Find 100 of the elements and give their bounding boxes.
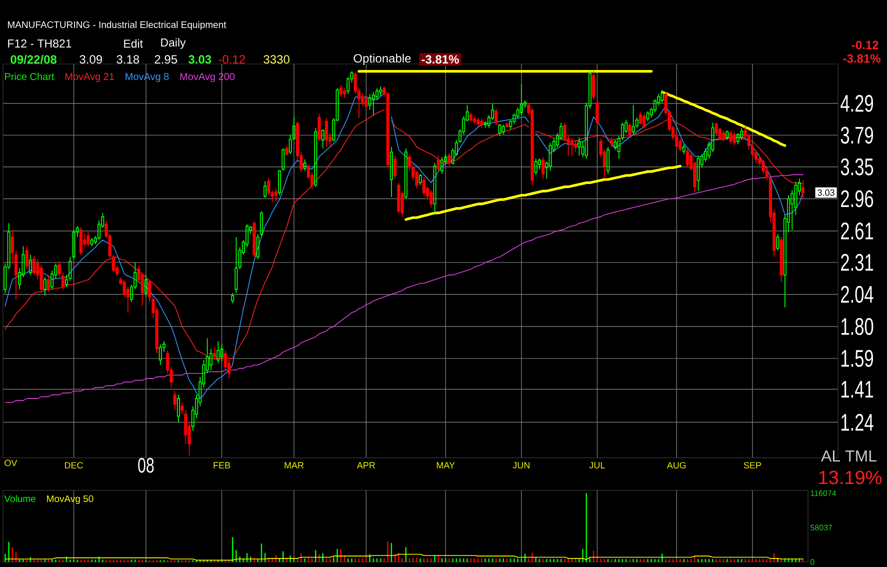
- x-tick-label: FEB: [214, 462, 230, 468]
- text: -3.81%: [422, 55, 459, 64]
- y-tick-label: 2.61: [841, 222, 873, 240]
- candlestick: [498, 123, 502, 136]
- text: -0.12: [218, 55, 245, 64]
- x-tick-label: SEP: [744, 462, 761, 468]
- x-tick-label: DEC: [65, 462, 83, 468]
- candlestick: [314, 127, 318, 188]
- x-tick-label: APR: [356, 462, 376, 468]
- x-tick-label: AUG: [666, 462, 686, 468]
- candlestick: [418, 173, 422, 186]
- y-tick-label: 2.96: [841, 190, 874, 208]
- candlestick: [43, 276, 46, 296]
- text: MovAvg 8: [126, 73, 169, 82]
- x-tick-label: 08: [138, 458, 154, 473]
- candlestick: [758, 155, 762, 167]
- y-tick-label: 1.41: [842, 381, 873, 398]
- y-tick-label: 2.31: [841, 254, 873, 271]
- text: 3.03: [818, 189, 834, 196]
- x-tick-label: MAY: [436, 462, 455, 468]
- text: -0.12: [852, 40, 878, 50]
- text: Price Chart: [5, 72, 54, 80]
- candlestick: [173, 390, 176, 411]
- x-tick-label: JUN: [512, 462, 530, 468]
- text: 13.19%: [819, 470, 882, 484]
- candlestick: [436, 155, 440, 172]
- candlestick: [140, 272, 144, 306]
- annotation: Optionable: [354, 54, 411, 65]
- text: MovAvg 21: [65, 73, 114, 82]
- y-tick-label: 1.80: [842, 318, 874, 336]
- y-tick-label: 4.29: [840, 94, 874, 112]
- candlestick: [776, 234, 780, 251]
- text: Daily: [161, 38, 186, 49]
- y-tick-label: 1.24: [842, 414, 874, 431]
- text: -3.81%: [843, 54, 880, 63]
- candlestick: [404, 148, 408, 200]
- candlestick: [342, 88, 346, 98]
- candlestick: [372, 92, 375, 116]
- candlestick: [606, 146, 610, 174]
- candlestick: [158, 344, 162, 366]
- candlestick: [386, 92, 390, 168]
- text: AL TML: [821, 450, 876, 462]
- candlestick: [801, 180, 805, 200]
- y-tick-label: 2.04: [841, 286, 874, 303]
- candlestick: [726, 130, 729, 140]
- candlestick: [740, 127, 744, 140]
- text: Edit: [124, 39, 143, 48]
- candlestick: [224, 350, 227, 370]
- text: 3330: [264, 55, 290, 64]
- candlestick: [25, 246, 28, 270]
- candlestick: [480, 118, 484, 128]
- candlestick: [646, 110, 650, 122]
- candlestick: [390, 146, 393, 198]
- candlestick: [682, 144, 686, 155]
- candlestick: [502, 124, 505, 135]
- y-tick-label: 3.79: [840, 126, 874, 144]
- candlestick: [578, 136, 581, 156]
- text: 3.09: [80, 55, 102, 64]
- candlestick: [534, 158, 538, 176]
- candlestick: [264, 180, 267, 198]
- y-tick-label: 1.59: [842, 350, 874, 367]
- candlestick: [321, 128, 324, 149]
- candlestick: [216, 340, 220, 364]
- candlestick: [274, 188, 278, 202]
- text: 3.18: [116, 55, 140, 64]
- text: F12 - TH821: [8, 39, 72, 48]
- y-tick-label: 0: [810, 559, 814, 565]
- line-series: [660, 90, 786, 147]
- candlestick: [433, 162, 436, 214]
- candlestick: [520, 84, 523, 116]
- x-tick-label: MAR: [284, 462, 304, 468]
- candlestick: [570, 138, 574, 156]
- candlestick: [592, 70, 596, 100]
- candlestick: [660, 89, 664, 104]
- candlestick: [176, 394, 180, 423]
- candlestick: [780, 236, 783, 283]
- candlestick: [90, 238, 94, 247]
- candlestick: [696, 155, 700, 192]
- y-tick-label: 116074: [810, 490, 836, 496]
- candlestick: [422, 176, 426, 196]
- candlestick: [574, 140, 578, 152]
- candlestick: [28, 254, 32, 276]
- candlestick: [542, 156, 545, 180]
- y-tick-label: 3.35: [840, 158, 874, 176]
- candlestick: [747, 132, 750, 150]
- candlestick: [303, 158, 306, 172]
- text: MovAvg 200: [180, 73, 235, 82]
- x-tick-label: JUL: [589, 462, 605, 468]
- text: 09/22/08: [10, 54, 57, 64]
- candlestick: [234, 236, 238, 294]
- y-tick-label: 58037: [810, 524, 832, 530]
- candlestick: [144, 274, 148, 298]
- text: OV: [4, 460, 18, 466]
- candlestick: [379, 86, 382, 96]
- candlestick: [324, 118, 328, 148]
- candlestick: [339, 84, 342, 98]
- candlestick: [632, 104, 635, 135]
- candlestick: [184, 410, 188, 444]
- candlestick: [231, 292, 234, 304]
- candlestick: [686, 148, 689, 168]
